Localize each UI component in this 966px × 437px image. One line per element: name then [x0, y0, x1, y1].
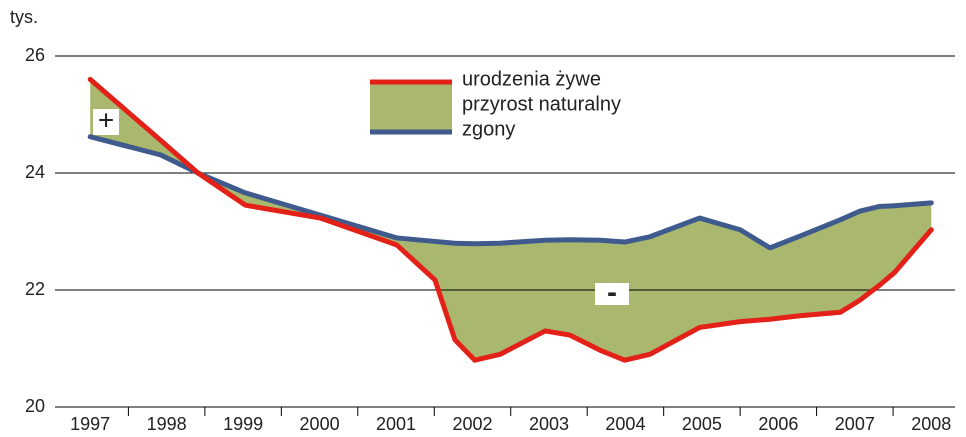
line-series: [87, 76, 934, 363]
x-tick-label: 2006: [758, 414, 798, 434]
y-tick-label: 20: [25, 396, 45, 416]
y-tick-label: 26: [25, 45, 45, 65]
x-tick-label: 2002: [452, 414, 492, 434]
annotation: -: [607, 276, 617, 309]
x-tick-label: 2005: [682, 414, 722, 434]
unit-label: tys.: [10, 7, 38, 27]
x-tick-label: 1997: [70, 414, 110, 434]
annotation: +: [98, 104, 114, 135]
legend-label: urodzenia żywe: [462, 68, 601, 90]
annotation-box: [93, 109, 119, 135]
x-tick-label: 2000: [300, 414, 340, 434]
annotation-box: [595, 283, 629, 305]
x-tick-label: 2007: [835, 414, 875, 434]
legend-swatch: [370, 82, 452, 132]
x-tick-label: 2008: [911, 414, 951, 434]
legend-label: przyrost naturalny: [462, 93, 621, 115]
y-tick-label: 24: [25, 162, 45, 182]
x-tick-label: 2003: [529, 414, 569, 434]
x-tick-label: 2001: [376, 414, 416, 434]
x-tick-label: 1999: [223, 414, 263, 434]
y-tick-label: 22: [25, 279, 45, 299]
line-series: [87, 134, 934, 251]
legend-label: zgony: [462, 118, 515, 140]
x-tick-label: 1998: [147, 414, 187, 434]
x-tick-label: 2004: [605, 414, 645, 434]
